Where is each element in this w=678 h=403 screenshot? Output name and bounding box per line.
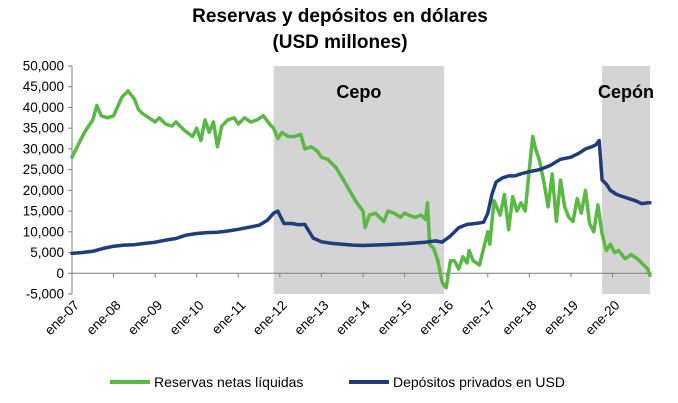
legend: Reservas netas líquidas Depósitos privad… [110,374,565,390]
y-tick-label: 50,000 [23,59,64,74]
y-tick-label: 10,000 [23,224,64,239]
y-tick-label: -5,000 [26,287,64,302]
legend-label-reservas: Reservas netas líquidas [154,374,303,390]
y-tick-label: 40,000 [23,100,64,115]
band-0 [273,66,445,294]
y-axis: -5,000 0 5,000 10,000 15,000 20,000 25,000 30,0… [23,59,73,302]
legend-label-depositos: Depósitos privados en USD [393,374,565,390]
series-line-1 [70,138,652,256]
y-tick-label: 30,000 [23,141,64,156]
series-line-0 [70,89,652,290]
chart-subtitle: (USD millones) [272,32,407,53]
chart-title: Reservas y depósitos en dólares [192,6,488,27]
y-tick-label: 25,000 [23,162,64,177]
y-tick-label: 5,000 [30,245,64,260]
shaded-bands: Cepo Cepón [273,66,654,294]
y-tick-label: 45,000 [23,79,64,94]
band-label-1: Cepón [598,82,654,102]
y-tick-label: 15,000 [23,204,64,219]
y-tick-label: 20,000 [23,183,64,198]
y-tick-label: 35,000 [23,121,64,136]
band-label-0: Cepo [336,82,381,102]
y-tick-label: 0 [56,266,64,281]
series-lines [70,89,652,290]
